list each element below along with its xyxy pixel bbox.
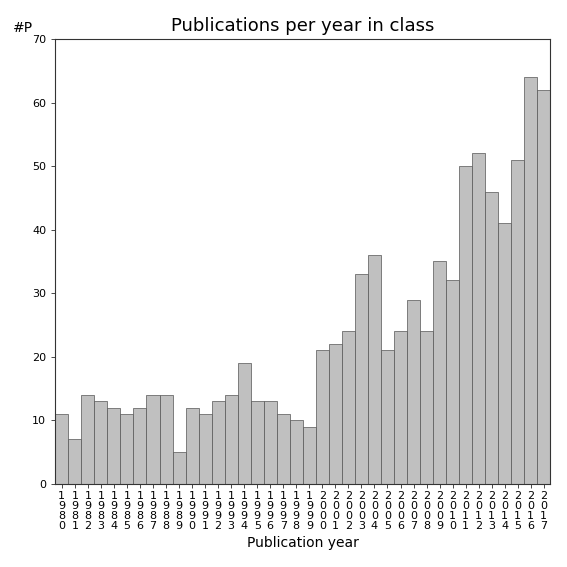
Bar <box>198 414 211 484</box>
Bar <box>146 395 159 484</box>
Bar <box>94 401 107 484</box>
Bar <box>264 401 277 484</box>
Bar <box>316 350 329 484</box>
Bar <box>368 255 381 484</box>
Bar <box>459 166 472 484</box>
Bar <box>498 223 511 484</box>
Bar <box>56 414 68 484</box>
Bar <box>303 426 316 484</box>
Bar <box>511 160 524 484</box>
Bar <box>277 414 290 484</box>
Bar <box>524 77 538 484</box>
Bar <box>107 408 120 484</box>
Bar <box>472 154 485 484</box>
Bar <box>446 281 459 484</box>
Bar <box>133 408 146 484</box>
X-axis label: Publication year: Publication year <box>247 536 359 551</box>
Bar <box>68 439 81 484</box>
Bar <box>355 274 368 484</box>
Bar <box>120 414 133 484</box>
Bar <box>538 90 551 484</box>
Bar <box>159 395 172 484</box>
Bar <box>238 363 251 484</box>
Title: Publications per year in class: Publications per year in class <box>171 16 434 35</box>
Bar <box>225 395 238 484</box>
Bar <box>394 331 407 484</box>
Bar <box>290 420 303 484</box>
Bar <box>485 192 498 484</box>
Bar <box>172 452 185 484</box>
Bar <box>251 401 264 484</box>
Bar <box>433 261 446 484</box>
Bar <box>329 344 342 484</box>
Bar <box>381 350 394 484</box>
Bar <box>81 395 94 484</box>
Bar <box>342 331 355 484</box>
Bar <box>211 401 225 484</box>
Bar <box>185 408 198 484</box>
Bar <box>420 331 433 484</box>
Bar <box>407 299 420 484</box>
Y-axis label: #P: #P <box>13 20 33 35</box>
